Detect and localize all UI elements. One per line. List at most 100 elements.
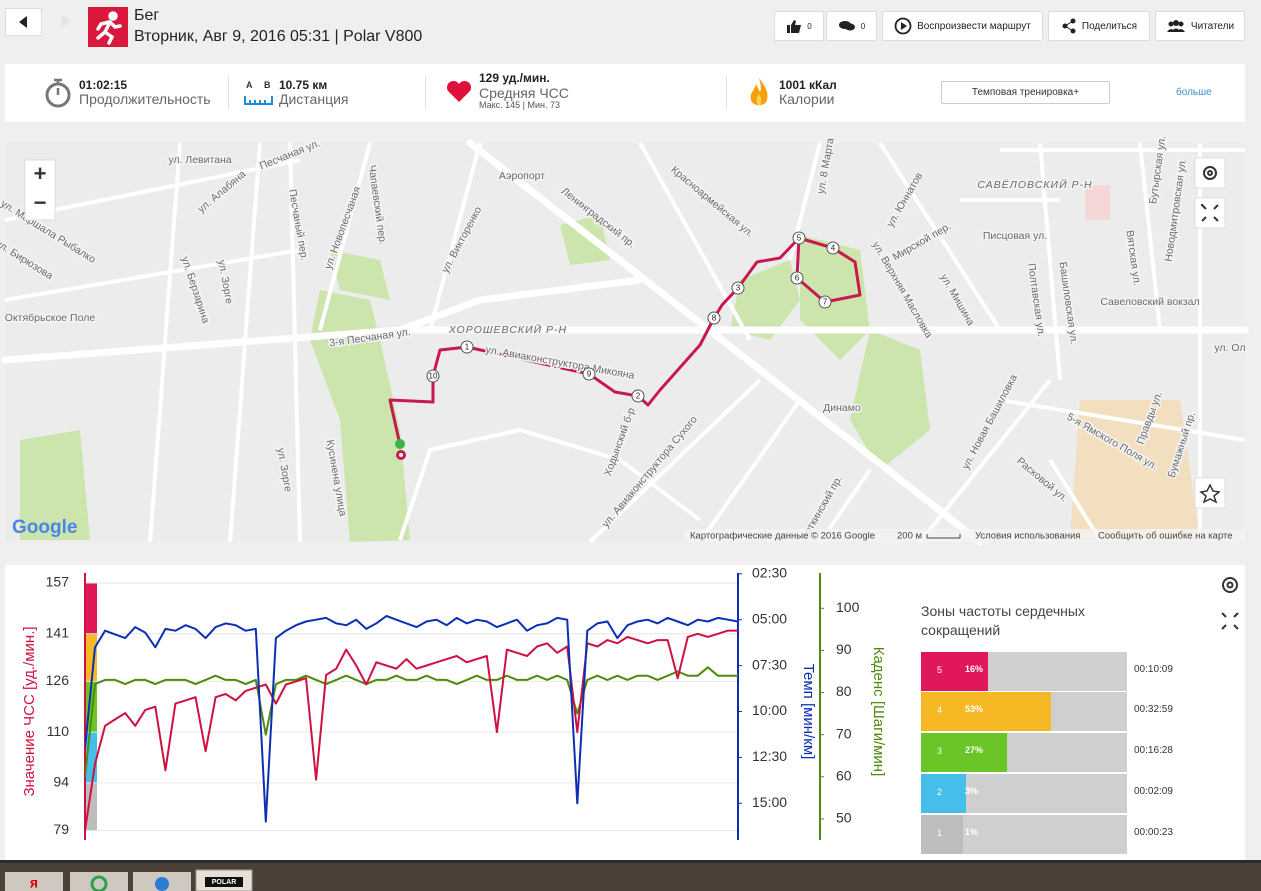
distance-icon-b: B [264, 80, 271, 90]
duration-value: 01:02:15 [79, 78, 128, 92]
route [388, 236, 862, 446]
forward-button[interactable] [52, 8, 82, 36]
route-marker [792, 231, 806, 245]
hr-tick-label: 79 [53, 821, 69, 837]
route-marker-label: 2 [636, 392, 641, 401]
ruler-icon [244, 96, 273, 105]
cadence-tick-label: 50 [836, 810, 852, 826]
runner [96, 11, 122, 45]
like-button[interactable]: 0 [774, 11, 824, 41]
route-marker [826, 241, 840, 255]
like-count: 0 [807, 21, 812, 31]
map[interactable] [1, 139, 1249, 546]
axis-title: Значение ЧСС [уд./мин.] [21, 626, 38, 796]
map-buttons[interactable] [1194, 157, 1226, 509]
map-label: САВЁЛОВСКИЙ Р-Н [977, 178, 1092, 191]
route-marker [426, 369, 440, 383]
share-label: Поделиться [1081, 20, 1138, 32]
zone-bar [921, 692, 1052, 731]
route-marker-label: 10 [429, 372, 438, 381]
pace-tick-label: 05:00 [752, 610, 787, 626]
route-marker-label: 8 [712, 314, 717, 323]
zoom-controls[interactable]: + − [24, 159, 56, 221]
cadence-tick-label: 90 [836, 641, 852, 657]
route-marker [731, 281, 745, 295]
distance-value: 10.75 км [279, 78, 328, 92]
back-icon [19, 16, 27, 28]
session-subtitle: Вторник, Авг 9, 2016 05:31 | Polar V800 [134, 28, 423, 45]
route-marker [707, 311, 721, 325]
calories-label: Калории [779, 91, 835, 107]
svg-text:я: я [30, 875, 38, 891]
map-label: Октябрьское Поле [5, 312, 96, 324]
hr-tick-label: 157 [46, 574, 70, 590]
separator [726, 76, 727, 110]
zone-time: 00:02:09 [1134, 786, 1173, 797]
taskbar-apps[interactable]: я [5, 869, 253, 891]
axis-title: Каденс [Шаги/мин] [870, 647, 887, 777]
cadence-tick-label: 100 [836, 599, 860, 615]
zone-band [85, 782, 97, 831]
map-label: ул. Ол [1214, 342, 1245, 354]
back-button[interactable] [5, 8, 42, 36]
hr-value: 129 уд./мин. [479, 71, 550, 85]
distance-label: Дистанция [279, 91, 349, 107]
pace-tick-label: 12:30 [752, 748, 787, 764]
hr-detail: Макс. 145 | Мин. 73 [479, 100, 561, 110]
chart-icons[interactable] [1221, 577, 1239, 630]
series-line [85, 629, 738, 831]
map-scale: 200 м [897, 531, 922, 542]
followers-button[interactable]: Читатели [1155, 11, 1245, 41]
zone-row: 2 3% [921, 774, 1127, 813]
cadence-tick-label: 80 [836, 683, 852, 699]
distance-icon-a: A [246, 80, 253, 90]
flame-icon [750, 78, 768, 106]
zone-number: 4 [937, 705, 943, 715]
zoom-out[interactable]: − [34, 190, 47, 215]
pace-tick-label: 02:30 [752, 565, 787, 581]
route-markers: 1 2 3 4 5 6 7 8 9 10 [426, 231, 840, 403]
forward-icon [62, 15, 70, 27]
pace-tick-label: 10:00 [752, 702, 787, 718]
zoom-in[interactable]: + [34, 161, 47, 186]
hr-tick-label: 141 [46, 624, 70, 640]
cadence-tick-label: 60 [836, 768, 852, 784]
map-terms[interactable]: Условия использования [975, 531, 1080, 542]
zone-row: 4 53% [921, 692, 1127, 731]
hr-tick-label: 94 [53, 774, 69, 790]
zone-time: 00:10:09 [1134, 664, 1173, 675]
route-marker [790, 271, 804, 285]
route-marker-label: 3 [736, 284, 741, 293]
series-line [85, 615, 738, 823]
route-marker-label: 6 [795, 274, 800, 283]
comment-button[interactable]: 0 [826, 11, 877, 41]
taskbar-app-label: POLAR [212, 879, 237, 886]
route-marker-label: 1 [465, 343, 470, 352]
heart-icon [446, 80, 472, 102]
hr-tick-label: 110 [47, 723, 70, 739]
zone-percent: 3% [965, 786, 979, 796]
map-report[interactable]: Сообщить об ошибке на карте [1098, 531, 1233, 542]
route-marker-label: 7 [823, 298, 828, 307]
pace-tick-label: 07:30 [752, 656, 787, 672]
zone-percent: 27% [965, 745, 984, 755]
map-label: Аэропорт [499, 170, 545, 182]
more-link[interactable]: больше [1176, 87, 1212, 98]
route-marker-label: 4 [831, 244, 836, 253]
calories-value: 1001 кКал [779, 78, 837, 92]
route-marker [460, 340, 474, 354]
hr-chart: 157 141 126 110 94 79 02:30 05:00 07:30 10:00 12:3… [21, 565, 887, 840]
zone-number: 3 [937, 746, 943, 756]
separator [228, 76, 229, 110]
training-type-button[interactable]: Темповая тренировка+ [941, 81, 1110, 104]
route-marker [582, 367, 596, 381]
map-label: ул. Левитана [168, 154, 231, 166]
zone-number: 1 [937, 828, 943, 838]
series-line [85, 666, 738, 777]
share-button[interactable]: Поделиться [1048, 11, 1150, 41]
replay-button[interactable]: Воспроизвести маршрут [882, 11, 1043, 41]
sport-icon [88, 7, 128, 47]
map-attribution: Картографические данные © 2016 Google [690, 531, 875, 542]
